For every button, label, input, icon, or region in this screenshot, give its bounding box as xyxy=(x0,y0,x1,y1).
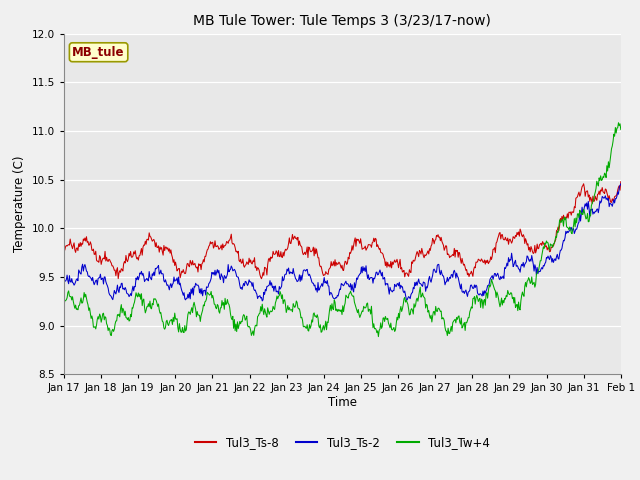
Tul3_Ts-2 xyxy=(214,274,222,280)
X-axis label: Time: Time xyxy=(328,396,357,409)
Tul3_Tw+4 xyxy=(127,309,135,315)
Line: Tul3_Ts-2: Tul3_Ts-2 xyxy=(64,182,621,302)
Tul3_Ts-8 xyxy=(411,252,419,257)
Tul3_Ts-8 xyxy=(185,263,193,268)
Tul3_Ts-8 xyxy=(617,175,625,181)
Line: Tul3_Tw+4: Tul3_Tw+4 xyxy=(64,121,621,339)
Tul3_Ts-8 xyxy=(70,247,78,253)
Tul3_Ts-2 xyxy=(617,179,625,185)
Tul3_Ts-8 xyxy=(128,249,136,254)
Tul3_Ts-2 xyxy=(181,300,189,305)
Tul3_Ts-8 xyxy=(60,247,68,253)
Tul3_Ts-8 xyxy=(428,246,435,252)
Tul3_Tw+4 xyxy=(617,124,625,130)
Tul3_Ts-2 xyxy=(411,286,419,292)
Tul3_Ts-2 xyxy=(60,278,68,284)
Tul3_Tw+4 xyxy=(614,119,622,124)
Tul3_Tw+4 xyxy=(319,336,327,342)
Tul3_Ts-2 xyxy=(428,274,435,279)
Legend: Tul3_Ts-8, Tul3_Ts-2, Tul3_Tw+4: Tul3_Ts-8, Tul3_Ts-2, Tul3_Tw+4 xyxy=(190,432,495,454)
Tul3_Ts-2 xyxy=(70,282,78,288)
Line: Tul3_Ts-8: Tul3_Ts-8 xyxy=(64,178,621,281)
Tul3_Tw+4 xyxy=(70,306,78,312)
Tul3_Ts-2 xyxy=(127,289,135,295)
Text: MB_tule: MB_tule xyxy=(72,46,125,59)
Title: MB Tule Tower: Tule Temps 3 (3/23/17-now): MB Tule Tower: Tule Temps 3 (3/23/17-now… xyxy=(193,14,492,28)
Tul3_Ts-8 xyxy=(113,278,120,284)
Tul3_Ts-2 xyxy=(185,292,193,298)
Tul3_Ts-8 xyxy=(214,243,222,249)
Tul3_Tw+4 xyxy=(428,309,435,314)
Tul3_Tw+4 xyxy=(184,317,192,323)
Tul3_Tw+4 xyxy=(60,304,68,310)
Tul3_Tw+4 xyxy=(411,312,419,317)
Tul3_Tw+4 xyxy=(214,300,221,305)
Y-axis label: Temperature (C): Temperature (C) xyxy=(13,156,26,252)
